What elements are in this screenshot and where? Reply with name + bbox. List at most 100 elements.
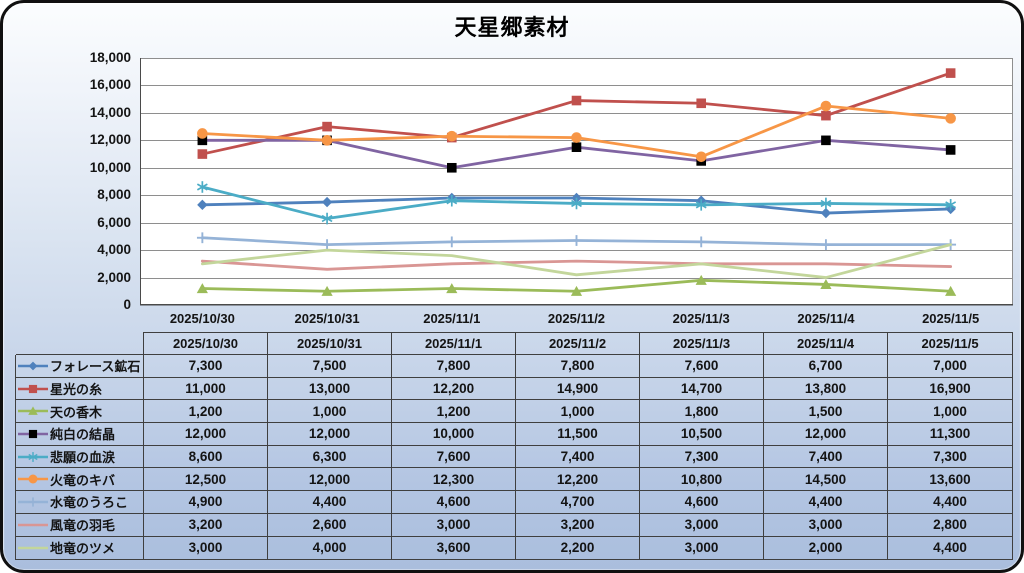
table-value-cell: 3,200 (144, 513, 268, 537)
square-marker-icon (446, 162, 457, 173)
table-value-cell: 4,400 (888, 491, 1012, 514)
x-axis-label: 2025/11/2 (547, 311, 606, 326)
table-value-cell: 12,000 (268, 468, 392, 492)
circle-marker-icon (695, 151, 707, 163)
table-value-cell: 7,300 (640, 445, 764, 469)
square-marker-icon (696, 98, 707, 109)
table-value-cell: 12,200 (392, 377, 516, 401)
y-axis-label: 6,000 (97, 214, 131, 230)
plus-marker-icon (321, 239, 333, 251)
series-name: 風竜の羽毛 (50, 518, 116, 534)
square-marker-icon (945, 145, 956, 155)
series-name: 悲願の血涙 (50, 450, 116, 466)
x-axis-label: 2025/11/3 (672, 311, 730, 326)
series-label-cell: 風竜の羽毛 (16, 513, 144, 537)
x-axis-label: 2025/10/30 (169, 311, 235, 326)
table-value-cell: 7,000 (888, 355, 1012, 378)
table-value-cell: 10,500 (640, 423, 764, 446)
table-header-date-cell: 2025/10/30 (144, 333, 268, 354)
diamond-marker-icon (28, 361, 38, 371)
series-label-cell: 地竜のツメ (16, 536, 144, 560)
series-風竜の羽毛 (200, 259, 953, 271)
plot-area (140, 58, 1013, 306)
table-value-cell: 13,600 (888, 468, 1012, 492)
table-value-cell: 7,800 (392, 355, 516, 378)
table-value-cell: 7,600 (392, 445, 516, 469)
table-value-cell: 3,000 (640, 536, 764, 560)
table-value-cell: 7,500 (268, 355, 392, 378)
series-name: 純白の結晶 (50, 427, 116, 443)
table-value-cell: 7,800 (516, 355, 640, 378)
table-value-cell: 10,800 (640, 468, 764, 492)
table-value-cell: 1,200 (144, 400, 268, 424)
triangle-marker-icon (570, 285, 583, 296)
series-火竜のキバ (197, 100, 956, 163)
series-label-cell: 水竜のうろこ (16, 491, 144, 514)
circle-marker-icon (28, 474, 38, 484)
table-value-cell: 11,500 (516, 423, 640, 446)
table-value-cell: 12,300 (392, 468, 516, 492)
square-marker-icon (197, 149, 208, 159)
y-axis-label: 12,000 (89, 132, 131, 148)
y-axis-label: 14,000 (89, 104, 131, 120)
square-marker-icon (28, 384, 38, 393)
series-name: 星光の糸 (50, 382, 103, 398)
circle-marker-icon (945, 113, 956, 124)
asterisk-marker-icon (321, 212, 333, 225)
table-value-cell: 12,000 (144, 423, 268, 446)
asterisk-marker-icon (820, 197, 832, 210)
table-value-cell: 6,700 (764, 355, 888, 378)
square-marker-icon (197, 135, 208, 146)
table-value-cell: 10,000 (392, 423, 516, 446)
series-label-cell: 悲願の血涙 (16, 445, 144, 469)
triangle-marker-icon (446, 283, 458, 294)
table-header-date-cell: 2025/10/31 (268, 333, 392, 354)
asterisk-marker-icon (446, 194, 458, 207)
table-value-cell: 14,700 (640, 377, 764, 401)
series-水竜のうろこ (196, 232, 957, 251)
table-value-cell: 4,000 (268, 536, 392, 560)
chart-title: 天星郷素材 (454, 15, 570, 40)
series-label-cell: 純白の結晶 (16, 423, 144, 446)
table-value-cell: 12,000 (764, 423, 888, 446)
data-table-header-row: 2025/10/30 2025/10/31 2025/11/1 2025/11/2 20… (143, 332, 1013, 355)
series-天の香木 (196, 274, 957, 296)
legend-key-icon (18, 497, 48, 507)
table-value-cell: 7,400 (516, 445, 640, 469)
table-value-cell: 4,600 (640, 491, 764, 514)
plus-marker-icon (820, 239, 832, 251)
table-value-cell: 3,600 (392, 536, 516, 560)
legend-key-icon (18, 523, 48, 526)
y-axis-label: 2,000 (97, 269, 131, 285)
legend-key-icon (18, 384, 48, 393)
x-axis-label: 2025/11/1 (423, 311, 481, 326)
diamond-marker-icon (197, 199, 208, 211)
table-value-cell: 4,400 (764, 491, 888, 514)
circle-marker-icon (197, 128, 208, 139)
table-value-cell: 7,400 (764, 445, 888, 469)
triangle-marker-icon (945, 285, 957, 296)
table-value-cell: 14,500 (764, 468, 888, 492)
series-label-cell: 星光の糸 (16, 377, 144, 401)
table-header-date-cell: 2025/11/2 (516, 333, 640, 354)
table-value-cell: 16,900 (888, 378, 1012, 401)
table-value-cell: 4,400 (933, 540, 967, 556)
table-value-cell: 3,200 (516, 513, 640, 537)
plus-marker-icon (196, 232, 208, 244)
asterisk-marker-icon (571, 197, 582, 210)
series-name: 天の香木 (50, 404, 103, 420)
legend-key-icon (18, 429, 48, 438)
series-name: 火竜のキバ (50, 472, 116, 488)
circle-marker-icon (321, 135, 333, 146)
square-marker-icon (821, 135, 831, 146)
square-marker-icon (945, 68, 956, 78)
table-value-cell: 6,300 (268, 445, 392, 469)
table-value-cell: 1,800 (640, 400, 764, 424)
table-value-cell: 1,000 (888, 400, 1012, 424)
diamond-marker-icon (321, 196, 333, 208)
circle-marker-icon (446, 130, 458, 142)
x-axis-label: 2025/11/4 (797, 311, 855, 326)
plus-marker-icon (571, 235, 582, 246)
table-value-cell: 3,000 (640, 513, 764, 537)
y-axis-label: 8,000 (97, 187, 131, 203)
